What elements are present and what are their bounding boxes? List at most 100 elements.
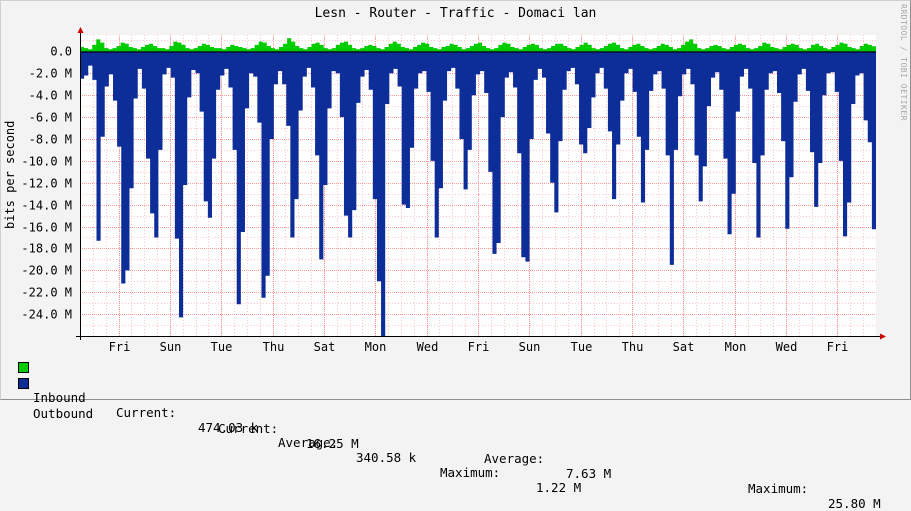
outbound-sample [455,51,459,88]
inbound-sample [791,44,795,52]
outbound-sample [596,51,600,73]
inbound-sample [242,48,246,51]
outbound-sample [270,51,274,139]
inbound-sample [685,42,689,52]
outbound-sample [171,51,175,77]
inbound-sample [100,43,104,52]
x-tick-label: Sat [314,340,336,354]
outbound-sample [851,51,855,104]
inbound-sample [324,48,328,51]
outbound-sample [117,51,121,146]
outbound-sample [373,51,377,199]
inbound-sample [161,48,165,51]
outbound-sample [464,51,468,189]
inbound-sample [872,46,876,51]
inbound-sample [263,43,267,52]
outbound-sample [509,51,513,72]
inbound-sample [96,39,100,51]
inbound-sample [194,48,198,51]
outbound-average-label: Average: [484,451,545,466]
inbound-sample [795,45,799,52]
inbound-sample [722,48,726,51]
outbound-sample [290,51,294,237]
inbound-sample [238,47,242,51]
outbound-sample [554,51,558,212]
outbound-sample [125,51,129,270]
outbound-sample [249,51,253,73]
outbound-sample [649,51,653,90]
outbound-sample [769,51,773,73]
outbound-sample [195,51,199,73]
outbound-sample [365,51,369,70]
outbound-sample [220,51,224,75]
inbound-sample [519,49,523,51]
outbound-sample [422,51,426,71]
inbound-sample [620,48,624,51]
inbound-sample [803,49,807,51]
y-tick-label: -6.0 M [29,111,72,125]
outbound-sample [356,51,360,102]
outbound-sample [616,51,620,144]
outbound-sample [765,51,769,89]
outbound-sample [608,51,612,131]
inbound-sample [316,43,320,52]
outbound-sample [138,51,142,69]
inbound-sample [527,45,531,52]
legend-outbound: Outbound Current: 16.25 M Average: 7.63 … [18,376,881,511]
x-tick-label: Tue [571,340,593,354]
inbound-sample [543,49,547,51]
outbound-sample [620,51,624,100]
outbound-sample [200,51,204,111]
inbound-sample [608,44,612,52]
y-tick-label: -4.0 M [29,89,72,103]
outbound-sample [175,51,179,238]
inbound-sample [612,43,616,52]
inbound-sample [555,44,559,52]
outbound-sample [864,51,868,120]
outbound-sample [802,51,806,69]
inbound-sample [868,45,872,52]
inbound-sample [311,44,315,52]
outbound-sample [435,51,439,237]
outbound-sample [789,51,793,177]
inbound-sample [413,47,417,51]
outbound-sample [398,51,402,86]
inbound-sample [567,48,571,51]
outbound-sample [443,51,447,100]
x-tick-label: Sun [160,340,182,354]
outbound-sample [113,51,117,100]
outbound-sample [872,51,876,229]
inbound-sample [381,49,385,51]
outbound-sample [521,51,525,257]
inbound-sample [112,48,116,51]
x-tick-label: Thu [263,340,285,354]
inbound-sample [186,48,190,51]
outbound-sample [781,51,785,141]
inbound-sample [693,44,697,52]
outbound-sample [633,51,637,91]
outbound-sample [583,51,587,153]
y-tick-label: -12.0 M [21,177,72,191]
outbound-sample [752,51,756,163]
outbound-sample [641,51,645,202]
outbound-sample [785,51,789,228]
outbound-sample [307,51,311,67]
inbound-sample [714,45,718,52]
inbound-sample [502,43,506,52]
inbound-sample [592,48,596,51]
inbound-sample [433,48,437,51]
inbound-sample [539,48,543,51]
outbound-sample [418,51,422,73]
outbound-sample [158,51,162,150]
outbound-sample [278,51,282,71]
inbound-sample [393,42,397,52]
outbound-sample [818,51,822,163]
outbound-sample [208,51,212,217]
outbound-sample [105,51,109,86]
inbound-sample [831,47,835,51]
outbound-sample [513,51,517,87]
outbound-sample [711,51,715,77]
outbound-series-area [80,51,876,336]
inbound-sample [401,47,405,51]
y-tick-label: -10.0 M [21,155,72,169]
